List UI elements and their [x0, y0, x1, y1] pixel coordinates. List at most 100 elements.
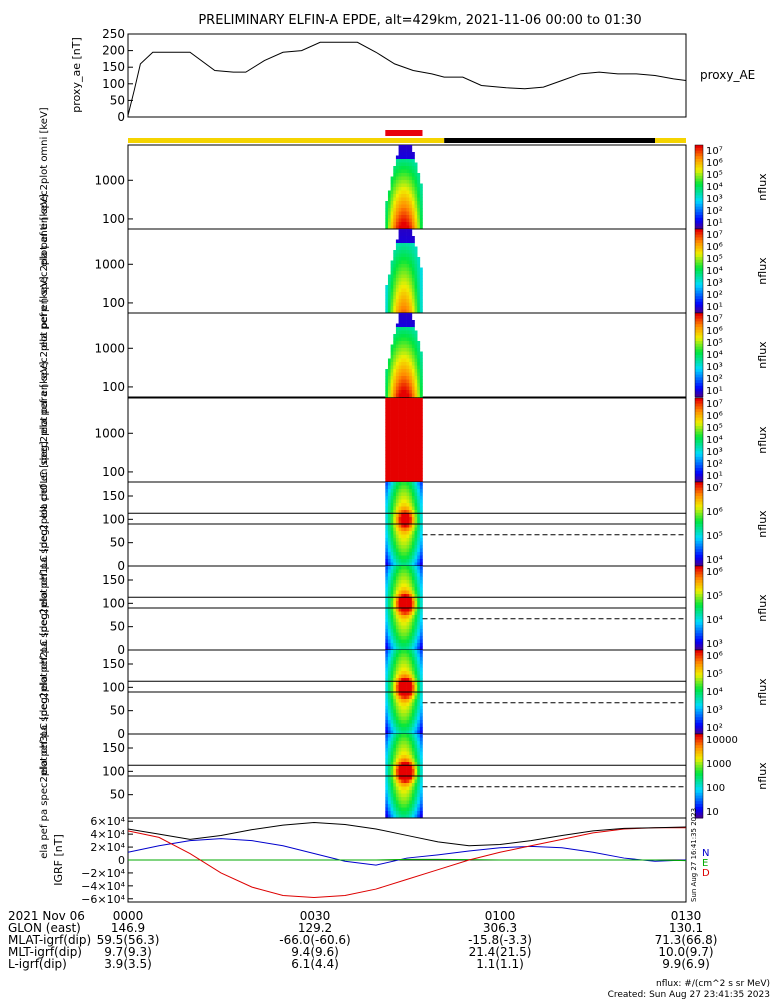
heatmap-cell	[417, 657, 421, 661]
colorbar-tick: 10³	[706, 705, 723, 716]
heatmap-cell	[411, 447, 415, 451]
heatmap-cell	[414, 288, 418, 293]
heatmap-cell	[401, 576, 405, 581]
heatmap-cell	[393, 548, 397, 553]
heatmap-cell	[419, 510, 423, 514]
heatmap-cell	[393, 225, 397, 230]
heatmap-cell	[406, 706, 410, 710]
heatmap-cell	[403, 471, 407, 476]
heatmap-cell	[409, 709, 413, 714]
heatmap-cell	[390, 436, 394, 441]
heatmap-cell	[411, 398, 415, 402]
heatmap-cell	[395, 450, 399, 455]
heatmap-cell	[385, 709, 389, 714]
heatmap-cell	[411, 622, 415, 626]
heatmap-cell	[403, 492, 407, 497]
heatmap-cell	[406, 573, 410, 577]
heatmap-cell	[403, 323, 407, 328]
heatmap-cell	[395, 351, 399, 356]
heatmap-cell	[390, 531, 394, 535]
colorbar-step	[695, 440, 703, 444]
heatmap-cell	[411, 152, 415, 156]
heatmap-cell	[403, 548, 407, 553]
y-tick-label: 0	[117, 110, 125, 124]
heatmap-cell	[398, 597, 402, 602]
heatmap-cell	[401, 685, 405, 689]
heatmap-cell	[409, 496, 413, 500]
heatmap-cell	[387, 643, 391, 647]
heatmap-cell	[411, 667, 415, 672]
heatmap-cell	[390, 744, 394, 749]
heatmap-cell	[417, 587, 421, 591]
heatmap-cell	[411, 264, 415, 268]
heatmap-cell	[419, 454, 423, 458]
heatmap-cell	[401, 713, 405, 717]
ephemeris-value: 146.9	[111, 921, 145, 935]
heatmap-cell	[403, 429, 407, 434]
heatmap-cell	[387, 496, 391, 500]
heatmap-cell	[417, 176, 421, 181]
heatmap-cell	[398, 337, 402, 342]
heatmap-cell	[411, 337, 415, 342]
heatmap-cell	[401, 664, 405, 668]
heatmap-cell	[401, 559, 405, 563]
heatmap-cell	[385, 608, 389, 612]
heatmap-cell	[390, 611, 394, 616]
colorbar-step	[695, 414, 703, 419]
heatmap-cell	[409, 478, 413, 483]
heatmap-cell	[398, 341, 402, 345]
heatmap-cell	[406, 313, 410, 317]
heatmap-cell	[409, 625, 413, 630]
heatmap-cell	[411, 653, 415, 658]
heatmap-cell	[406, 260, 410, 265]
heatmap-cell	[414, 748, 418, 752]
heatmap-cell	[401, 769, 405, 773]
colorbar-step	[695, 692, 703, 696]
heatmap-cell	[398, 793, 402, 798]
heatmap-cell	[390, 306, 394, 310]
heatmap-cell	[387, 727, 391, 731]
heatmap-cell	[414, 485, 418, 490]
heatmap-cell	[393, 250, 397, 254]
heatmap-cell	[403, 313, 407, 317]
heatmap-cell	[390, 204, 394, 209]
heatmap-cell	[393, 454, 397, 458]
heatmap-cell	[385, 440, 389, 444]
heatmap-cell	[414, 176, 418, 181]
heatmap-cell	[411, 594, 415, 598]
heatmap-cell	[393, 398, 397, 402]
heatmap-cell	[411, 506, 415, 511]
heatmap-cell	[414, 162, 418, 167]
heatmap-cell	[419, 566, 423, 570]
heatmap-cell	[398, 485, 402, 490]
heatmap-cell	[390, 716, 394, 721]
heatmap-cell	[409, 653, 413, 658]
heatmap-cell	[385, 306, 389, 310]
heatmap-cell	[387, 365, 391, 370]
colorbar-tick: 10⁴	[706, 266, 723, 277]
heatmap-cell	[385, 646, 389, 651]
heatmap-cell	[393, 253, 397, 258]
heatmap-cell	[387, 274, 391, 279]
heatmap-cell	[401, 159, 405, 163]
heatmap-cell	[398, 646, 402, 651]
heatmap-cell	[409, 218, 413, 223]
heatmap-cell	[406, 727, 410, 731]
heatmap-cell	[414, 166, 418, 170]
heatmap-cell	[417, 376, 421, 380]
heatmap-cell	[401, 362, 405, 366]
heatmap-cell	[393, 180, 397, 184]
heatmap-cell	[393, 611, 397, 616]
heatmap-cell	[393, 166, 397, 170]
heatmap-cell	[403, 709, 407, 714]
heatmap-cell	[393, 362, 397, 366]
heatmap-cell	[406, 419, 410, 423]
heatmap-cell	[406, 229, 410, 233]
heatmap-cell	[390, 187, 394, 191]
heatmap-cell	[393, 461, 397, 465]
heatmap-cell	[390, 379, 394, 384]
heatmap-cell	[417, 211, 421, 216]
heatmap-cell	[390, 457, 394, 462]
heatmap-cell	[403, 639, 407, 644]
heatmap-cell	[385, 288, 389, 293]
